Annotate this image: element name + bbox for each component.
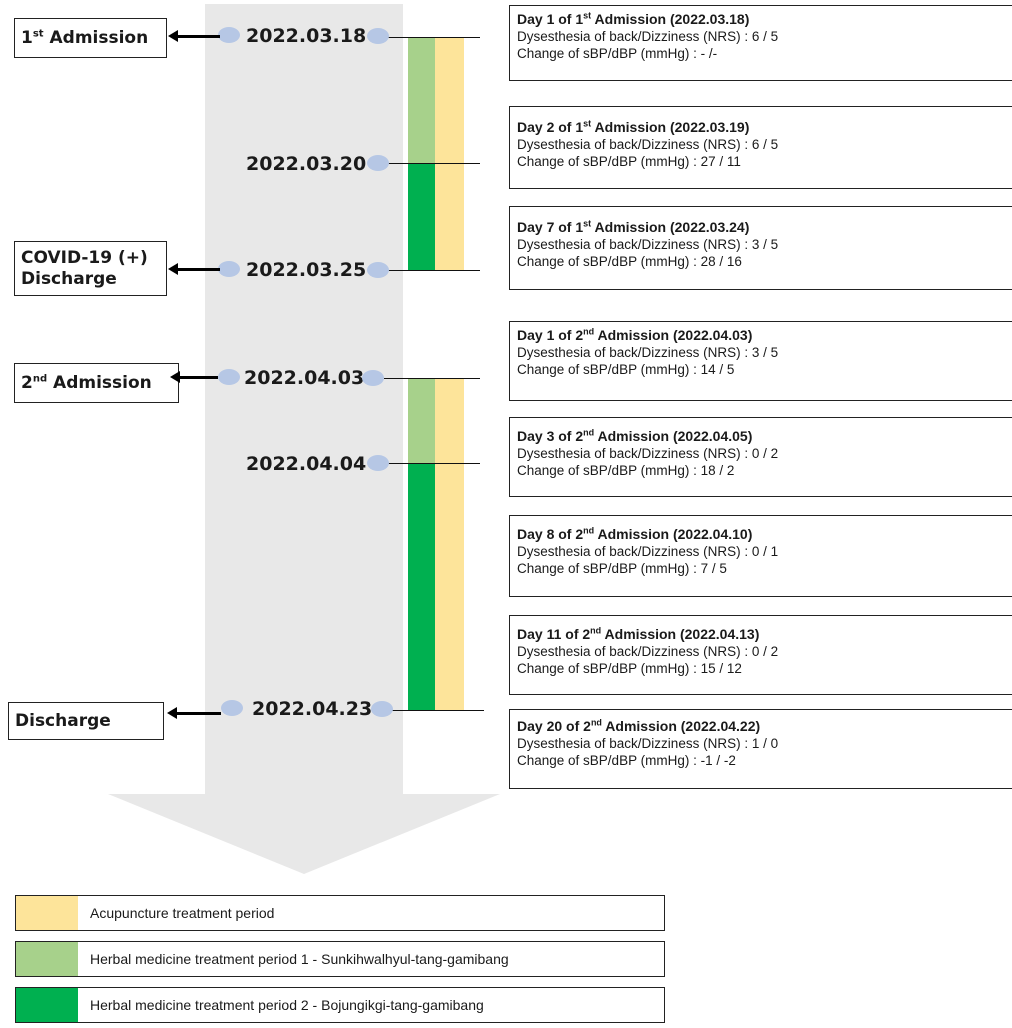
arrow-left-icon [168,263,178,275]
record-title: Day 1 of 2nd Admission (2022.04.03) [517,326,753,343]
record-bp: Change of sBP/dBP (mmHg) : 14 / 5 [517,362,735,377]
record-nrs: Dysesthesia of back/Dizziness (NRS) : 1 … [517,736,779,751]
herbal-2-swatch [16,988,78,1022]
record-nrs: Dysesthesia of back/Dizziness (NRS) : 3 … [517,345,779,360]
arrow-line [178,376,218,379]
record-title: Day 11 of 2nd Admission (2022.04.13) [517,625,760,642]
legend-label: Acupuncture treatment period [90,905,275,921]
connector-line [384,37,480,38]
arrow-left-icon [168,30,178,42]
legend-herbal-2: Herbal medicine treatment period 2 - Boj… [15,987,665,1023]
date-dot [367,455,389,471]
timeline-arrow-head [108,794,500,874]
event-discharge: Discharge [8,702,164,740]
record-box: Day 8 of 2nd Admission (2022.04.10) Dyse… [509,515,1012,597]
date-dot [218,261,240,277]
date-label: 2022.03.20 [246,153,367,175]
arrow-left-icon [167,707,177,719]
arrow-line [175,712,221,715]
acupuncture-bar-first [435,37,464,270]
record-nrs: Dysesthesia of back/Dizziness (NRS) : 3 … [517,237,779,252]
record-box: Day 1 of 2nd Admission (2022.04.03) Dyse… [509,321,1012,401]
date-dot [218,369,240,385]
acupuncture-swatch [16,896,78,930]
date-dot [218,27,240,43]
timeline-arrow-shaft [205,4,403,794]
record-bp: Change of sBP/dBP (mmHg) : - /- [517,46,718,61]
record-box: Day 2 of 1st Admission (2022.03.19) Dyse… [509,106,1012,189]
acupuncture-bar-second [435,378,464,710]
record-nrs: Dysesthesia of back/Dizziness (NRS) : 0 … [517,446,779,461]
date-dot [221,700,243,716]
date-dot [367,262,389,278]
legend-label: Herbal medicine treatment period 2 - Boj… [90,997,484,1013]
date-label: 2022.04.23 [252,698,373,720]
event-second-admission: 2nd Admission [14,363,179,403]
record-box: Day 20 of 2nd Admission (2022.04.22) Dys… [509,709,1012,789]
herbal-period-1-bar-first [408,37,435,163]
herbal-period-1-bar-second [408,378,435,463]
connector-line [384,163,480,164]
event-covid-discharge: COVID-19 (+) Discharge [14,241,167,296]
legend-herbal-1: Herbal medicine treatment period 1 - Sun… [15,941,665,977]
herbal-1-swatch [16,942,78,976]
connector-line [384,270,480,271]
record-title: Day 20 of 2nd Admission (2022.04.22) [517,717,761,734]
record-nrs: Dysesthesia of back/Dizziness (NRS) : 0 … [517,544,779,559]
herbal-period-2-bar-first [408,163,435,270]
record-bp: Change of sBP/dBP (mmHg) : -1 / -2 [517,753,736,768]
connector-line [384,378,480,379]
record-nrs: Dysesthesia of back/Dizziness (NRS) : 0 … [517,644,779,659]
record-nrs: Dysesthesia of back/Dizziness (NRS) : 6 … [517,137,779,152]
record-bp: Change of sBP/dBP (mmHg) : 15 / 12 [517,661,742,676]
date-dot [367,28,389,44]
date-dot [371,701,393,717]
arrow-left-icon [170,371,180,383]
date-dot [367,155,389,171]
herbal-period-2-bar-second [408,463,435,710]
record-title: Day 1 of 1st Admission (2022.03.18) [517,10,750,27]
record-title: Day 3 of 2nd Admission (2022.04.05) [517,427,753,444]
connector-line [384,463,480,464]
record-nrs: Dysesthesia of back/Dizziness (NRS) : 6 … [517,29,779,44]
date-label: 2022.03.18 [246,25,367,47]
legend-label: Herbal medicine treatment period 1 - Sun… [90,951,509,967]
record-box: Day 1 of 1st Admission (2022.03.18) Dyse… [509,5,1012,81]
record-box: Day 7 of 1st Admission (2022.03.24) Dyse… [509,206,1012,290]
date-label: 2022.03.25 [246,259,367,281]
record-bp: Change of sBP/dBP (mmHg) : 18 / 2 [517,463,735,478]
record-box: Day 3 of 2nd Admission (2022.04.05) Dyse… [509,417,1012,497]
arrow-line [176,35,220,38]
record-bp: Change of sBP/dBP (mmHg) : 28 / 16 [517,254,742,269]
date-label: 2022.04.03 [244,367,365,389]
date-dot [362,370,384,386]
record-title: Day 8 of 2nd Admission (2022.04.10) [517,525,753,542]
arrow-line [176,268,220,271]
connector-line [384,710,484,711]
record-title: Day 7 of 1st Admission (2022.03.24) [517,218,750,235]
record-box: Day 11 of 2nd Admission (2022.04.13) Dys… [509,615,1012,695]
event-first-admission: 1st Admission [14,18,167,58]
record-bp: Change of sBP/dBP (mmHg) : 27 / 11 [517,154,741,169]
record-title: Day 2 of 1st Admission (2022.03.19) [517,118,750,135]
date-label: 2022.04.04 [246,453,367,475]
legend-acupuncture: Acupuncture treatment period [15,895,665,931]
record-bp: Change of sBP/dBP (mmHg) : 7 / 5 [517,561,727,576]
